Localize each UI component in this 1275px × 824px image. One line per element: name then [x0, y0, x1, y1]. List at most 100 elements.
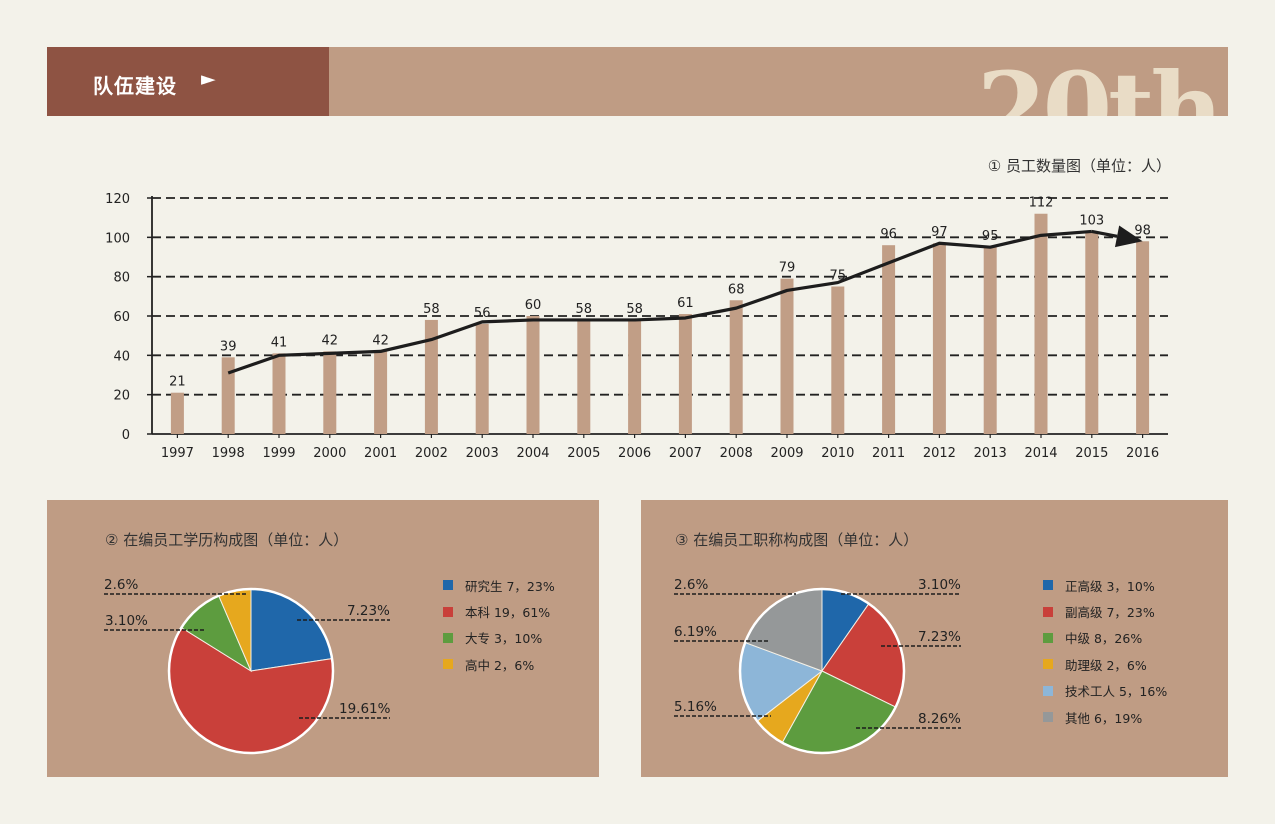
legend-item: 大专 3，10%: [443, 625, 555, 651]
education-legend: 研究生 7，23% 本科 19，61% 大专 3，10% 高中 2，6%: [443, 572, 555, 678]
data-label: 42: [372, 333, 389, 348]
x-tick-label: 1997: [161, 446, 194, 461]
bar: [983, 247, 997, 434]
data-label: 98: [1134, 223, 1151, 238]
legend-item: 本科 19，61%: [443, 598, 555, 624]
data-label: 61: [677, 296, 694, 311]
callout-label: 6.19%: [674, 624, 717, 640]
legend-label: 高中 2，6%: [465, 657, 535, 673]
legend-swatch: [1043, 580, 1053, 591]
bar: [628, 319, 642, 434]
x-tick-label: 2009: [770, 446, 803, 461]
y-tick-label: 100: [105, 231, 130, 246]
callout-label: 7.23%: [347, 603, 390, 619]
callout-label: 7.23%: [918, 629, 961, 645]
data-label: 41: [271, 335, 288, 350]
bar: [1034, 213, 1048, 434]
education-pie-panel: ② 在编员工学历构成图（单位：人） 2.6% 3.10% 7.23% 19.61…: [47, 500, 599, 777]
callout-label: 2.6%: [674, 577, 709, 593]
trend-line-segment: [1091, 229, 1118, 238]
x-tick-label: 2008: [720, 446, 753, 461]
bar: [221, 357, 235, 434]
x-tick-label: 2016: [1126, 446, 1159, 461]
x-tick-label: 2002: [415, 446, 448, 461]
legend-swatch: [1043, 659, 1053, 670]
legend-label: 副高级 7，23%: [1065, 605, 1155, 621]
data-label: 103: [1079, 213, 1104, 228]
bar: [526, 316, 540, 434]
bar: [475, 323, 489, 434]
legend-label: 大专 3，10%: [465, 631, 543, 647]
bar: [780, 278, 794, 434]
legend-swatch: [443, 580, 453, 591]
header-tab: 队伍建设 ►: [47, 47, 329, 116]
legend-item: 高中 2，6%: [443, 651, 555, 677]
arrow-right-icon: ►: [201, 68, 216, 90]
title-pie-title: ③ 在编员工职称构成图（单位：人）: [675, 531, 919, 549]
x-tick-label: 2011: [872, 446, 905, 461]
legend-item: 助理级 2，6%: [1043, 651, 1167, 677]
bar: [272, 353, 286, 434]
education-pie-chart: [104, 587, 390, 755]
title-pie-panel: ③ 在编员工职称构成图（单位：人） 2.6% 6.19% 5.16% 3.10%…: [641, 500, 1228, 777]
x-tick-label: 2014: [1024, 446, 1057, 461]
callout-label: 19.61%: [339, 701, 391, 717]
x-tick-label: 2010: [821, 446, 854, 461]
legend-item: 副高级 7，23%: [1043, 598, 1167, 624]
bar: [323, 351, 337, 434]
staff-chart-title: ① 员工数量图（单位：人）: [987, 157, 1171, 175]
data-label: 112: [1029, 196, 1054, 211]
data-label: 96: [880, 227, 897, 242]
y-tick-label: 20: [113, 389, 130, 404]
legend-label: 其他 6，19%: [1065, 710, 1143, 726]
x-tick-label: 2006: [618, 446, 651, 461]
education-pie-title: ② 在编员工学历构成图（单位：人）: [105, 531, 349, 549]
x-tick-label: 2003: [466, 446, 499, 461]
data-label: 97: [931, 225, 948, 240]
legend-label: 助理级 2，6%: [1065, 657, 1147, 673]
data-label: 21: [169, 375, 186, 390]
data-label: 58: [576, 302, 593, 317]
bar: [678, 314, 692, 434]
legend-item: 技术工人 5，16%: [1043, 678, 1167, 704]
y-tick-label: 60: [113, 310, 130, 325]
data-label: 95: [982, 229, 999, 244]
bar: [729, 300, 743, 434]
legend-swatch: [1043, 632, 1053, 643]
x-tick-label: 2004: [516, 446, 549, 461]
x-tick-label: 2007: [669, 446, 702, 461]
bar: [831, 286, 845, 434]
legend-swatch: [443, 606, 453, 617]
legend-label: 研究生 7，23%: [465, 578, 555, 594]
data-label: 68: [728, 282, 745, 297]
trend-arrowhead: [1114, 225, 1143, 248]
data-label: 39: [220, 339, 237, 354]
legend-label: 中级 8，26%: [1065, 631, 1143, 647]
bar: [424, 319, 438, 434]
legend-label: 本科 19，61%: [465, 605, 551, 621]
bar: [882, 245, 896, 434]
title-legend: 正高级 3，10% 副高级 7，23% 中级 8，26% 助理级 2，6% 技术…: [1043, 572, 1167, 730]
bar: [932, 243, 946, 434]
x-tick-label: 2012: [923, 446, 956, 461]
callout-label: 8.26%: [918, 711, 961, 727]
pie-border: [167, 587, 335, 755]
legend-item: 中级 8，26%: [1043, 625, 1167, 651]
title-pie-chart: [674, 587, 961, 755]
legend-swatch: [1043, 606, 1053, 617]
x-tick-label: 1999: [262, 446, 295, 461]
legend-item: 其他 6，19%: [1043, 704, 1167, 730]
data-label: 60: [525, 298, 542, 313]
callout-label: 3.10%: [918, 577, 961, 593]
x-tick-label: 2005: [567, 446, 600, 461]
bar: [577, 319, 591, 434]
bar: [1136, 241, 1150, 434]
data-label: 58: [626, 302, 643, 317]
y-tick-label: 120: [105, 192, 130, 207]
bar: [170, 392, 184, 434]
x-tick-label: 2000: [313, 446, 346, 461]
legend-swatch: [1043, 712, 1053, 723]
x-tick-label: 2015: [1075, 446, 1108, 461]
y-tick-label: 0: [122, 428, 130, 443]
data-label: 58: [423, 302, 440, 317]
